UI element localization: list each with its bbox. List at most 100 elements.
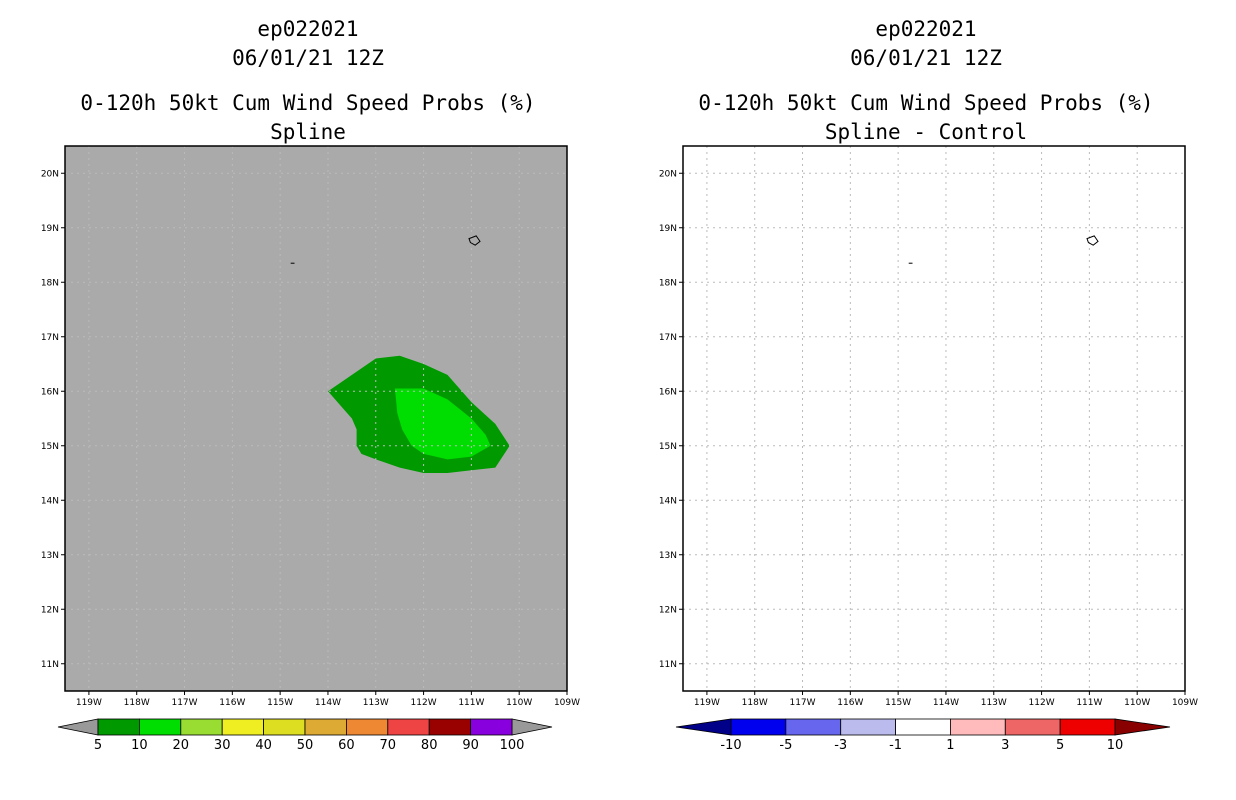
- right-coastlines: [908, 235, 1099, 264]
- lon-label: 111W: [458, 698, 484, 708]
- colorbar-low-end: [57, 718, 99, 736]
- lon-label: 117W: [789, 698, 815, 708]
- colorbar-label: 50: [297, 738, 314, 753]
- lat-label: 15N: [41, 442, 59, 452]
- colorbar-swatch: [345, 718, 389, 736]
- colorbar-swatch: [470, 718, 513, 736]
- socorro-island: [1086, 235, 1099, 246]
- lon-label: 118W: [124, 698, 150, 708]
- lat-label: 15N: [659, 442, 677, 452]
- left-map-frame: [64, 145, 568, 692]
- left-datetime: 06/01/21 12Z: [232, 46, 384, 70]
- colorbar-label: 40: [255, 738, 272, 753]
- lon-label: 118W: [742, 698, 768, 708]
- lat-label: 18N: [659, 278, 677, 288]
- colorbar-swatch: [1004, 718, 1061, 736]
- lat-label: 13N: [41, 551, 59, 561]
- lat-label: 19N: [41, 224, 59, 234]
- left-map-panel: 119W 118W 117W 116W 115W 114W 113W 112W 111W 110W…: [41, 145, 580, 708]
- lat-label: 20N: [659, 169, 677, 179]
- lat-label: 14N: [41, 496, 59, 506]
- right-storm-id: ep022021: [875, 17, 976, 41]
- lon-label: 112W: [1029, 698, 1055, 708]
- lat-label: 14N: [659, 496, 677, 506]
- lon-label: 116W: [837, 698, 863, 708]
- right-lat-axis: 11N 12N 13N 14N 15N 16N 17N 18N 19N 20N: [659, 169, 683, 670]
- lon-label: 111W: [1076, 698, 1102, 708]
- lat-label: 16N: [41, 387, 59, 397]
- left-storm-id: ep022021: [257, 17, 358, 41]
- lat-label: 18N: [41, 278, 59, 288]
- colorbar-label: 60: [338, 738, 355, 753]
- lon-label: 113W: [981, 698, 1007, 708]
- lon-label: 112W: [411, 698, 437, 708]
- colorbar-swatch: [428, 718, 472, 736]
- lon-label: 119W: [76, 698, 102, 708]
- lon-label: 109W: [1172, 698, 1198, 708]
- colorbar-label: 30: [214, 738, 231, 753]
- lat-label: 17N: [41, 333, 59, 343]
- right-gridlines: [683, 146, 1185, 691]
- colorbar-label: 10: [131, 738, 148, 753]
- lon-label: 110W: [1124, 698, 1150, 708]
- left-lon-axis: 119W 118W 117W 116W 115W 114W 113W 112W 111W 110W…: [76, 691, 580, 708]
- lat-label: 12N: [659, 605, 677, 615]
- lat-label: 16N: [659, 387, 677, 397]
- colorbar-label: 3: [1001, 738, 1009, 753]
- colorbar-label: 100: [500, 738, 525, 753]
- lat-label: 11N: [41, 660, 59, 670]
- colorbar-label: 80: [421, 738, 438, 753]
- colorbar-label: 5: [1056, 738, 1064, 753]
- colorbar-swatch: [840, 718, 896, 736]
- right-datetime: 06/01/21 12Z: [850, 46, 1002, 70]
- right-colorbar: -10 -5 -3 -1 1 3 5 10: [675, 718, 1171, 753]
- lon-label: 110W: [506, 698, 532, 708]
- colorbar-label: -1: [889, 738, 902, 753]
- left-colorbar: 5 10 20 30 40 50 60 70 80 90 100: [57, 718, 553, 753]
- lat-label: 11N: [659, 660, 677, 670]
- lon-label: 109W: [554, 698, 580, 708]
- colorbar-swatch: [1059, 718, 1116, 736]
- right-product-title: 0-120h 50kt Cum Wind Speed Probs (%): [698, 91, 1153, 115]
- colorbar-label: 5: [94, 738, 102, 753]
- left-subtitle: Spline: [270, 120, 346, 144]
- lon-label: 115W: [885, 698, 911, 708]
- lat-label: 19N: [659, 224, 677, 234]
- colorbar-label: -5: [779, 738, 792, 753]
- colorbar-label: 20: [173, 738, 190, 753]
- lon-label: 114W: [315, 698, 341, 708]
- right-lon-axis: 119W 118W 117W 116W 115W 114W 113W 112W 111W 110W…: [694, 691, 1198, 708]
- colorbar-label: 90: [462, 738, 479, 753]
- colorbar-swatch: [730, 718, 787, 736]
- lon-label: 113W: [363, 698, 389, 708]
- lat-label: 20N: [41, 169, 59, 179]
- colorbar-swatch: [304, 718, 347, 736]
- lat-label: 17N: [659, 333, 677, 343]
- right-subtitle: Spline - Control: [825, 120, 1027, 144]
- colorbar-label: 70: [380, 738, 397, 753]
- left-product-title: 0-120h 50kt Cum Wind Speed Probs (%): [80, 91, 535, 115]
- colorbar-swatch: [221, 718, 264, 736]
- right-map-background: [683, 146, 1185, 691]
- right-map-panel: 119W 118W 117W 116W 115W 114W 113W 112W 111W 110W…: [659, 145, 1198, 708]
- left-probability-areas: [328, 355, 510, 473]
- colorbar-low-end: [675, 718, 732, 736]
- colorbar-swatch: [97, 718, 140, 736]
- colorbar-swatch: [785, 718, 842, 736]
- lon-label: 116W: [219, 698, 245, 708]
- lat-label: 12N: [41, 605, 59, 615]
- colorbar-label: 10: [1107, 738, 1124, 753]
- left-gridlines: [65, 146, 567, 691]
- lon-label: 117W: [171, 698, 197, 708]
- lon-label: 115W: [267, 698, 293, 708]
- colorbar-high-end: [511, 718, 553, 736]
- colorbar-label: -10: [720, 738, 741, 753]
- colorbar-swatch: [138, 718, 182, 736]
- colorbar-swatch: [950, 718, 1006, 736]
- probability-area-10-20: [394, 388, 491, 460]
- colorbar-swatch: [895, 718, 951, 736]
- lat-label: 13N: [659, 551, 677, 561]
- left-coastlines: [290, 235, 481, 264]
- colorbar-label: 1: [946, 738, 954, 753]
